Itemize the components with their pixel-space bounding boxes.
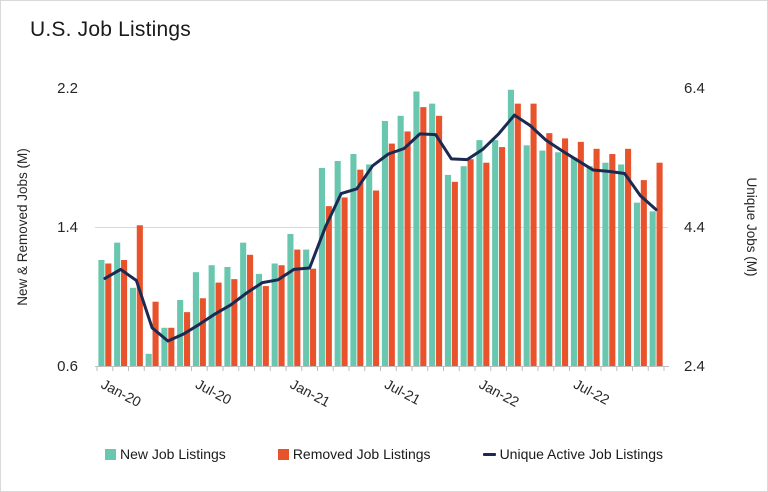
removed-listings-swatch-icon (277, 448, 289, 460)
x-axis-label: Jul-22 (571, 376, 612, 408)
right-axis-tick-label: 4.4 (684, 219, 705, 236)
chart-title: U.S. Job Listings (30, 18, 191, 41)
bar-removed-Nov-21 (451, 181, 458, 366)
bar-new-Jun-20 (177, 299, 184, 366)
bar-removed-Feb-21 (310, 268, 317, 366)
bar-removed-Jul-20 (199, 298, 206, 366)
bar-removed-Oct-21 (436, 115, 443, 366)
bar-new-May-20 (161, 327, 168, 366)
bar-new-Dec-20 (271, 263, 278, 366)
bar-new-May-21 (350, 154, 357, 366)
legend-item-unique: Unique Active Job Listings (482, 446, 663, 462)
legend-label-unique: Unique Active Job Listings (499, 446, 663, 462)
chart-legend: New Job Listings Removed Job Listings Un… (0, 446, 768, 462)
bar-removed-Jun-20 (184, 312, 191, 366)
bar-new-May-22 (539, 150, 546, 366)
bar-removed-May-21 (357, 169, 364, 366)
left-axis-tick-label: 2.2 (57, 80, 78, 97)
bar-new-Mar-20 (129, 287, 136, 366)
bar-new-Sep-21 (413, 91, 420, 366)
bar-removed-Mar-21 (325, 206, 332, 366)
legend-label-new: New Job Listings (119, 446, 226, 462)
bar-removed-Sep-20 (231, 279, 238, 366)
bar-new-Jan-22 (476, 140, 483, 366)
bar-new-Oct-21 (429, 103, 436, 366)
bar-removed-Apr-22 (530, 103, 537, 366)
x-axis-label: Jan-21 (288, 376, 333, 410)
bar-new-Jun-22 (555, 152, 562, 366)
bar-new-Jul-20 (192, 272, 199, 366)
bar-removed-Jun-21 (373, 190, 380, 366)
bar-removed-Jan-21 (294, 249, 301, 366)
bar-removed-Feb-22 (499, 147, 506, 366)
bar-new-Oct-20 (240, 242, 247, 366)
bar-removed-Nov-22 (640, 180, 647, 366)
bar-removed-Aug-21 (404, 131, 411, 366)
x-axis-label: Jul-21 (382, 376, 423, 408)
bar-new-Dec-22 (649, 211, 656, 366)
x-axis-label: Jan-20 (99, 376, 144, 410)
bar-removed-May-20 (168, 327, 175, 366)
bar-removed-Jun-22 (562, 138, 569, 366)
bar-new-Jul-22 (570, 157, 577, 366)
left-axis-title: New & Removed Jobs (M) (15, 148, 30, 306)
bar-new-Mar-22 (507, 89, 514, 367)
left-axis-tick-label: 0.6 (57, 358, 78, 375)
bar-new-Feb-20 (114, 242, 121, 366)
bar-new-Aug-21 (397, 115, 404, 366)
bar-removed-Oct-22 (625, 148, 632, 366)
bar-new-Dec-21 (460, 166, 467, 366)
bar-removed-Aug-20 (215, 282, 222, 366)
bar-new-Nov-21 (444, 174, 451, 366)
bar-new-Feb-22 (492, 140, 499, 366)
x-axis-label: Jan-22 (477, 376, 522, 410)
bar-removed-Oct-20 (247, 254, 254, 366)
bar-removed-Jan-22 (483, 162, 490, 366)
bar-removed-Apr-21 (341, 197, 348, 366)
legend-item-new: New Job Listings (104, 446, 226, 462)
bar-new-Jul-21 (381, 121, 388, 366)
unique-listings-line-swatch-icon (482, 452, 496, 456)
bar-removed-Dec-20 (278, 265, 285, 366)
bar-new-Feb-21 (303, 249, 310, 366)
bar-new-Jun-21 (366, 164, 373, 366)
right-axis-title: Unique Jobs (M) (744, 177, 759, 276)
bar-removed-Jan-20 (105, 263, 112, 366)
bar-removed-Jul-22 (577, 141, 584, 366)
bar-removed-Sep-21 (420, 107, 427, 367)
bar-new-Apr-20 (145, 353, 152, 366)
bar-removed-May-22 (546, 133, 553, 366)
bar-new-Mar-21 (318, 167, 325, 366)
right-axis-tick-label: 2.4 (684, 358, 705, 375)
bar-removed-Feb-20 (121, 260, 128, 366)
unique-active-line (103, 113, 658, 343)
bar-removed-Dec-21 (467, 159, 474, 366)
bar-removed-Jul-21 (388, 143, 395, 366)
bar-removed-Apr-20 (152, 301, 159, 366)
bar-new-Aug-22 (586, 166, 593, 366)
bar-new-Oct-22 (618, 164, 625, 366)
legend-item-removed: Removed Job Listings (277, 446, 431, 462)
bar-new-Apr-21 (334, 160, 341, 366)
bar-removed-Sep-22 (609, 154, 616, 366)
x-axis-label: Jul-20 (193, 376, 234, 408)
new-listings-swatch-icon (104, 448, 116, 460)
bar-removed-Aug-22 (593, 148, 600, 366)
bar-new-Sep-20 (224, 266, 231, 366)
right-axis-tick-label: 6.4 (684, 80, 705, 97)
bar-new-Nov-20 (255, 273, 262, 366)
bar-new-Jan-21 (287, 233, 294, 366)
left-axis-tick-label: 1.4 (57, 219, 78, 236)
legend-label-removed: Removed Job Listings (292, 446, 431, 462)
bar-removed-Mar-20 (136, 225, 143, 366)
bar-new-Apr-22 (523, 145, 530, 366)
bar-new-Sep-22 (602, 162, 609, 366)
bar-removed-Mar-22 (514, 103, 521, 366)
bar-removed-Dec-22 (656, 162, 663, 366)
bar-new-Jan-20 (98, 260, 105, 366)
bar-removed-Nov-20 (262, 286, 269, 366)
bar-new-Nov-22 (633, 202, 640, 366)
